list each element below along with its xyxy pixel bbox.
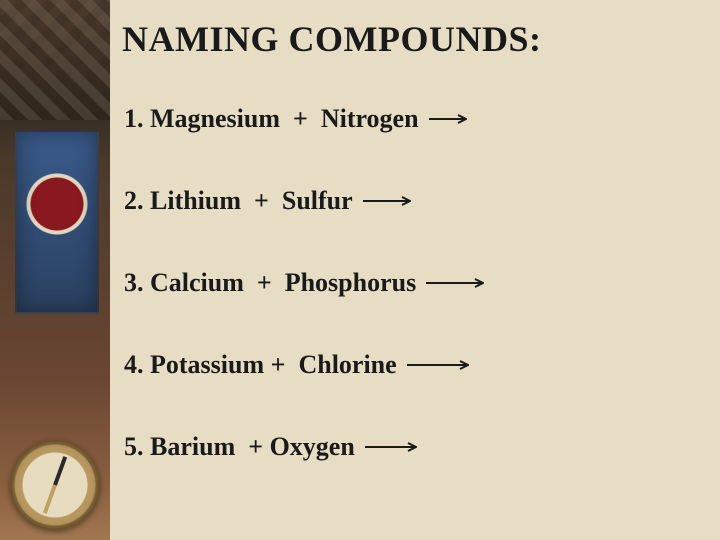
list-item: 4. Potassium + Chlorine — [124, 350, 700, 380]
item-number: 2. — [124, 186, 144, 216]
list-item: 2. Lithium + Sulfur — [124, 186, 700, 216]
plus-sign: + — [241, 186, 282, 216]
item-number: 3. — [124, 268, 144, 298]
decorative-sidebar — [0, 0, 110, 540]
page-title: NAMING COMPOUNDS: — [122, 18, 700, 60]
arrow-icon — [429, 113, 467, 125]
reactant-a: Lithium — [144, 186, 242, 216]
reactant-b: Phosphorus — [285, 268, 417, 298]
arrow-icon — [365, 441, 417, 453]
reactant-b: Nitrogen — [321, 104, 419, 134]
item-number: 1. — [124, 104, 144, 134]
list-item: 3. Calcium + Phosphorus — [124, 268, 700, 298]
list-item: 5. Barium + Oxygen — [124, 432, 700, 462]
arrow-icon — [407, 359, 469, 371]
plus-sign: + — [280, 104, 321, 134]
plus-sign: + — [244, 268, 285, 298]
reactant-b: Chlorine — [298, 350, 396, 380]
reactant-b: Oxygen — [270, 432, 355, 462]
reactant-a: Potassium — [144, 350, 265, 380]
plus-sign: + — [235, 432, 269, 462]
item-number: 4. — [124, 350, 144, 380]
compound-list: 1. Magnesium + Nitrogen 2. Lithium + Sul… — [122, 104, 700, 462]
arrow-icon — [426, 277, 484, 289]
arrow-icon — [363, 195, 411, 207]
plus-sign: + — [264, 350, 298, 380]
reactant-a: Calcium — [144, 268, 244, 298]
compass-decoration — [10, 440, 100, 530]
reactant-a: Magnesium — [144, 104, 281, 134]
reactant-b: Sulfur — [282, 186, 353, 216]
item-number: 5. — [124, 432, 144, 462]
list-item: 1. Magnesium + Nitrogen — [124, 104, 700, 134]
slide-content: NAMING COMPOUNDS: 1. Magnesium + Nitroge… — [110, 0, 720, 540]
reactant-a: Barium — [144, 432, 236, 462]
